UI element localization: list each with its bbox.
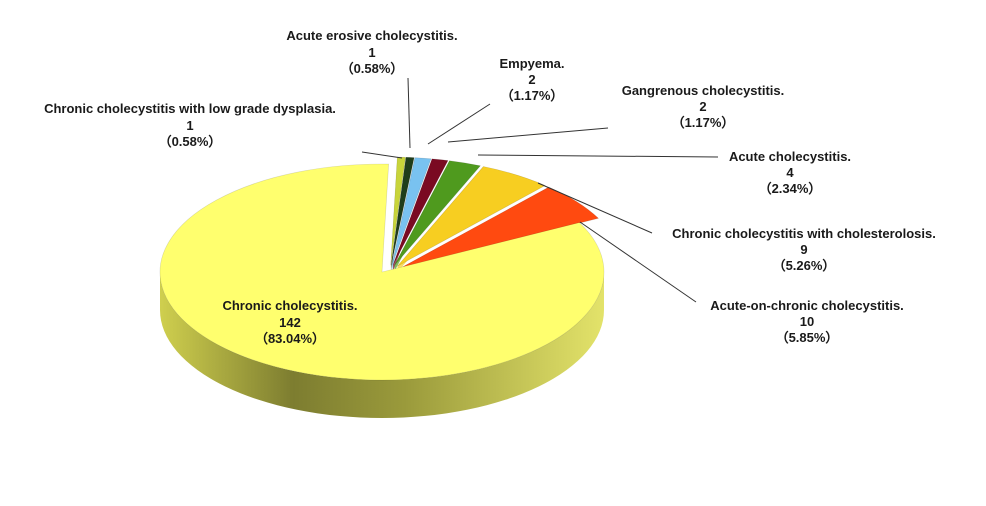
slice-chronic xyxy=(159,163,605,381)
label-value: 10 xyxy=(800,314,814,329)
slice-acute-on-chronic xyxy=(400,186,600,269)
label-percent: （1.17%） xyxy=(672,115,735,130)
slice-gangrenous xyxy=(392,158,449,266)
leader-line xyxy=(427,103,491,145)
label-name: Chronic cholecystitis with cholesterolos… xyxy=(672,226,936,241)
label-value: 4 xyxy=(786,165,794,180)
label-percent: （5.26%） xyxy=(773,258,836,273)
label-percent: （2.34%） xyxy=(759,181,822,196)
label-name: Chronic cholecystitis. xyxy=(222,298,357,313)
leader-line xyxy=(361,151,403,159)
slice-acute xyxy=(394,160,481,266)
label-name: Acute-on-chronic cholecystitis. xyxy=(710,298,904,313)
label-name: Chronic cholecystitis with low grade dys… xyxy=(44,101,336,116)
slice-cholesterolosis xyxy=(397,166,546,267)
label-acute-erosive: Acute erosive cholecystitis. 1 （0.58%） xyxy=(286,28,457,76)
label-acute: Acute cholecystitis. 4 （2.34%） xyxy=(729,149,851,196)
label-value: 142 xyxy=(279,315,301,330)
label-value: 1 xyxy=(368,45,375,60)
leader-line xyxy=(537,182,653,234)
leader-line xyxy=(477,154,719,158)
label-value: 2 xyxy=(528,72,535,87)
label-value: 1 xyxy=(186,118,193,133)
slice-empyema xyxy=(391,157,432,266)
label-name: Acute cholecystitis. xyxy=(729,149,851,164)
label-name: Acute erosive cholecystitis. xyxy=(286,28,457,43)
label-percent: （0.58%） xyxy=(341,61,404,76)
pie-slices xyxy=(159,156,605,418)
slice-acute-erosive xyxy=(390,156,415,266)
label-percent: （1.17%） xyxy=(501,88,564,103)
leader-line xyxy=(407,77,411,149)
label-empyema: Empyema. 2 （1.17%） xyxy=(499,56,564,103)
label-acute-on-chronic: Acute-on-chronic cholecystitis. 10 （5.85… xyxy=(710,298,904,345)
label-gangrenous: Gangrenous cholecystitis. 2 （1.17%） xyxy=(622,83,785,130)
label-chronic-low-grade-dysplasia: Chronic cholecystitis with low grade dys… xyxy=(44,101,336,149)
leader-lines xyxy=(361,77,719,303)
label-cholesterolosis: Chronic cholecystitis with cholesterolos… xyxy=(672,226,936,273)
leader-line xyxy=(579,221,697,303)
label-name: Gangrenous cholecystitis. xyxy=(622,83,785,98)
label-value: 9 xyxy=(800,242,807,257)
label-value: 2 xyxy=(699,99,706,114)
label-percent: （5.85%） xyxy=(776,330,839,345)
label-percent: （83.04%） xyxy=(255,331,325,346)
label-chronic: Chronic cholecystitis. 142 （83.04%） xyxy=(222,298,357,346)
leader-line xyxy=(447,127,609,143)
label-name: Empyema. xyxy=(499,56,564,71)
label-percent: （0.58%） xyxy=(159,134,222,149)
slice-chronic-side xyxy=(160,272,604,418)
